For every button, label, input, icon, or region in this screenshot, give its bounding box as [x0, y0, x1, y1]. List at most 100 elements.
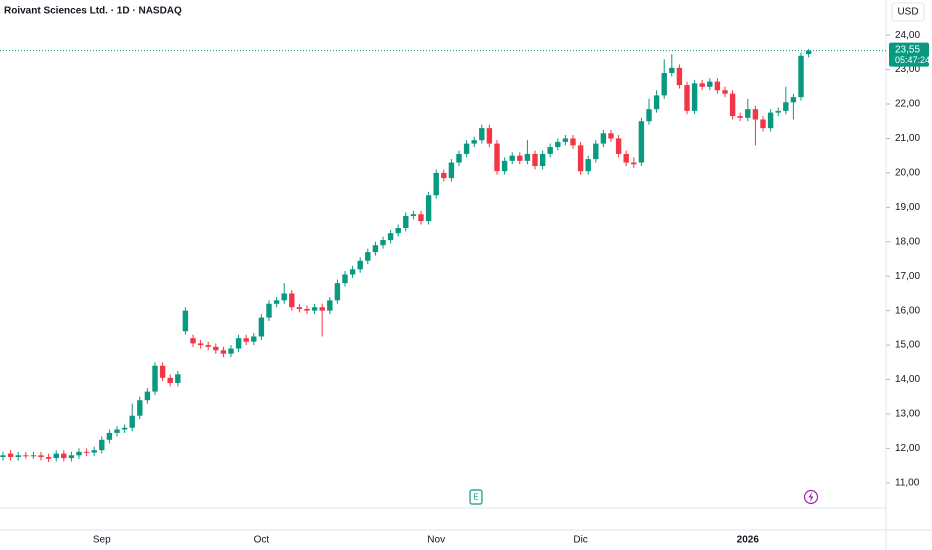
candle-body — [182, 310, 189, 332]
candle-body — [752, 109, 759, 120]
y-tick-label: 11,00 — [895, 477, 920, 488]
candle-body — [441, 172, 447, 179]
candle-body — [555, 141, 561, 148]
countdown: 05:47:24 — [895, 55, 930, 65]
candle-body — [767, 112, 774, 129]
candle-body — [273, 300, 280, 304]
candle-body — [243, 338, 249, 342]
last-price-tag — [889, 42, 929, 67]
candle-body — [410, 214, 417, 216]
candle-body — [448, 162, 455, 179]
candle-body — [669, 67, 675, 74]
candle-body — [30, 455, 37, 457]
x-tick-label: Oct — [254, 535, 270, 546]
candle-body — [197, 343, 204, 346]
candle-body — [623, 153, 629, 163]
candle-body — [53, 453, 59, 459]
candle-body — [365, 252, 371, 261]
x-tick-label: Nov — [427, 535, 445, 546]
chart-title: Roivant Sciences Ltd. · 1D · NASDAQ — [4, 6, 182, 17]
candle-body — [737, 116, 743, 118]
candle-body — [15, 455, 21, 458]
candle-body — [760, 119, 766, 129]
candle-body — [251, 336, 257, 342]
candle-body — [653, 95, 660, 110]
candle-body — [68, 455, 75, 459]
candle-body — [646, 109, 652, 122]
candle-body — [205, 345, 211, 347]
candle-body — [403, 215, 409, 228]
candle-body — [342, 274, 348, 284]
candle-body — [395, 227, 401, 234]
candle-body — [281, 293, 287, 301]
y-tick-label: 19,00 — [895, 202, 920, 213]
candle-body — [266, 303, 272, 318]
candle-body — [691, 83, 698, 111]
candle-body — [463, 143, 470, 154]
candle-body — [159, 365, 166, 378]
candle-body — [152, 365, 158, 392]
candle-body — [76, 451, 82, 456]
candle-body — [106, 432, 113, 440]
candle-body — [91, 450, 97, 453]
candle-body — [45, 457, 52, 459]
candle-body — [296, 307, 303, 309]
candle-body — [23, 455, 29, 457]
candle-body — [517, 155, 523, 161]
candle-body — [577, 145, 584, 172]
candle-body — [456, 153, 462, 163]
candle-body — [175, 374, 181, 383]
candle-body — [805, 50, 812, 55]
candle-body — [289, 293, 295, 308]
candle-body — [775, 110, 781, 113]
candle-body — [387, 233, 394, 241]
y-tick-label: 23,00 — [895, 64, 920, 75]
candle-body — [570, 138, 576, 146]
candle-body — [418, 214, 424, 222]
candle-body — [304, 308, 310, 311]
currency[interactable]: USD — [897, 7, 918, 18]
svg-text:E: E — [473, 493, 478, 502]
candle-body — [220, 350, 227, 354]
last-price-label: 23,55 — [895, 44, 920, 55]
candle-body — [615, 138, 622, 154]
candle-body — [471, 140, 477, 144]
candle-body — [334, 283, 341, 301]
candle-body — [83, 451, 90, 453]
candle-body — [349, 269, 356, 275]
candle-body — [699, 83, 705, 87]
y-tick-label: 24,00 — [895, 30, 920, 41]
candle-body — [608, 133, 614, 139]
currency-button[interactable] — [891, 2, 925, 22]
y-tick-label: 15,00 — [895, 340, 920, 351]
candle-body — [714, 81, 721, 91]
candle-body — [661, 73, 667, 96]
candle-body — [562, 138, 569, 142]
candle-body — [547, 147, 553, 154]
candle-body — [585, 159, 591, 172]
x-tick-label: Dic — [573, 535, 587, 546]
candle-body — [137, 400, 143, 416]
candle-body — [228, 348, 234, 354]
candle-body — [380, 240, 386, 246]
candle-body — [524, 153, 531, 161]
y-tick-label: 21,00 — [895, 133, 920, 144]
y-tick-label: 18,00 — [895, 236, 920, 247]
candle-body — [539, 153, 546, 167]
candle-body — [425, 195, 432, 222]
y-tick-label: 22,00 — [895, 99, 920, 110]
y-tick-label: 17,00 — [895, 271, 920, 282]
event-icon[interactable] — [803, 489, 819, 505]
candle-body — [722, 90, 728, 94]
y-tick-label: 14,00 — [895, 374, 920, 385]
candle-body — [61, 453, 67, 459]
candle-body — [357, 260, 363, 270]
candle-body — [600, 133, 607, 144]
candle-body — [167, 377, 173, 383]
candle-body — [235, 338, 242, 349]
candle-body — [213, 346, 219, 351]
candle-body — [144, 391, 151, 401]
earnings-icon[interactable]: E — [469, 489, 483, 505]
